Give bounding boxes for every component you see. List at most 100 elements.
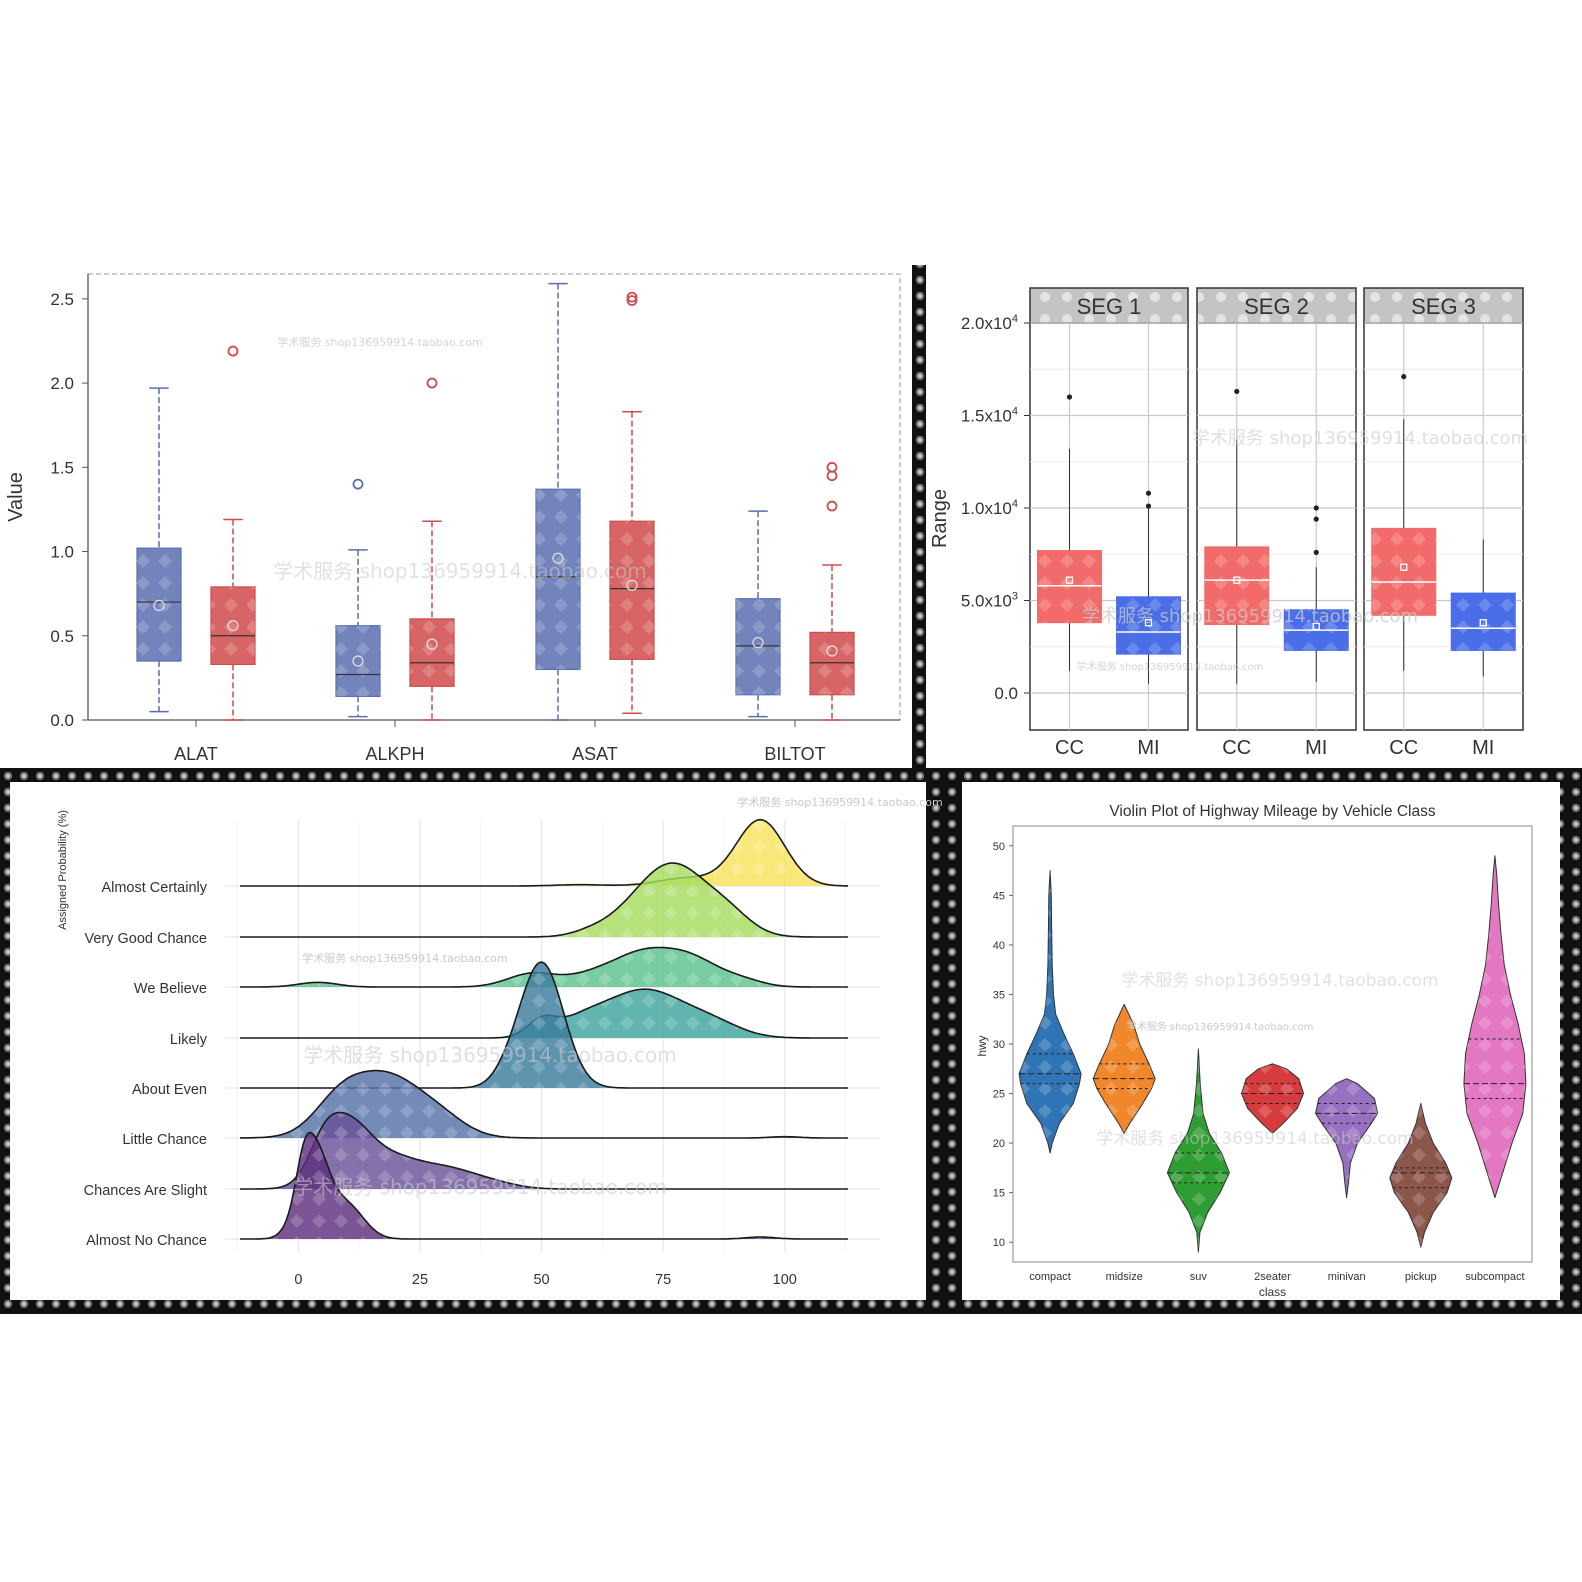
mean-marker	[1144, 619, 1153, 627]
chart-title: Violin Plot of Highway Mileage by Vehicl…	[1109, 803, 1435, 820]
ridge-label-almost-no-chance: Almost No Chance	[86, 1233, 207, 1249]
mean-marker	[1312, 622, 1320, 631]
ridgeline-panel: Almost Certainly Very Good Chance We Belie…	[12, 782, 943, 1300]
outlier-point	[826, 461, 838, 473]
y-tick-label: 5.0x103	[961, 591, 1018, 611]
strip-label: SEG 2	[1244, 294, 1309, 319]
x-tick-label: 50	[533, 1272, 549, 1288]
ridge-label-almost-certainly: Almost Certainly	[101, 880, 207, 896]
x-tick-label-cc: CC	[1389, 737, 1418, 759]
outlier-point	[227, 345, 239, 357]
mean-marker	[752, 636, 764, 649]
watermark-large: 学术服务 shop136959914.taobao.com	[1121, 971, 1438, 991]
violin-texture	[1315, 1078, 1378, 1198]
x-tick-label: 75	[655, 1272, 671, 1288]
watermark-large: 学术服务 shop136959914.taobao.com	[1192, 428, 1528, 449]
y-axis-label: hwy	[975, 1035, 989, 1056]
facet-frame	[1029, 322, 1189, 731]
ridge-texture	[240, 863, 848, 937]
mean-marker	[352, 655, 364, 667]
x-tick-label-cc: CC	[1222, 737, 1251, 759]
violin-texture	[1389, 1103, 1452, 1248]
y-tick-label: 0.0	[50, 711, 74, 730]
liver-boxplot-panel: 0.0 0.5 1.0 1.5 2.0 2.5 Value ALAT ALKPH ASAT BILT…	[5, 273, 901, 764]
ridge-texture	[240, 1070, 848, 1138]
violin-texture	[1167, 1049, 1230, 1253]
ridge-outline-chances-are-slight	[240, 1111, 848, 1190]
mean-marker	[826, 645, 838, 657]
y-axis-label: Assigned Probability (%)	[57, 810, 69, 930]
violin-texture	[1019, 870, 1082, 1153]
x-tick-label-2seater: 2seater	[1254, 1271, 1291, 1283]
watermark-large: 学术服务 shop136959914.taobao.com	[273, 559, 647, 583]
outlier-point	[626, 295, 638, 306]
ridge-outline-little-chance	[240, 1069, 848, 1139]
frame-band-middle	[0, 768, 1582, 782]
watermark-large: 学术服务 shop136959914.taobao.com	[303, 1043, 677, 1067]
x-tick-label: 0	[294, 1272, 302, 1288]
frame-band-bottom	[0, 1300, 1582, 1314]
watermark-small: 学术服务 shop136959914.taobao.com	[277, 335, 482, 349]
box-texture	[1037, 550, 1102, 623]
y-tick-label: 0.5	[50, 627, 74, 646]
y-tick-label: 15	[993, 1188, 1005, 1200]
y-tick-label: 2.0	[50, 374, 74, 393]
mean-marker	[552, 552, 564, 564]
frame-band-bottom-divider	[926, 780, 962, 1314]
x-tick-label-pickup: pickup	[1405, 1271, 1437, 1283]
outlier-point	[352, 478, 364, 490]
ridge-texture	[240, 1132, 848, 1239]
box-asat-s1-box-texture	[536, 489, 580, 670]
watermark-large: 学术服务 shop136959914.taobao.com	[293, 1175, 667, 1199]
strip-seg-1	[1029, 287, 1189, 325]
y-tick-label: 0.0	[994, 684, 1018, 703]
mean-marker	[1400, 563, 1408, 571]
ridge-texture	[240, 962, 848, 1088]
segment-boxplot-panel: 0.0 5.0x103 1.0x104 1.5x104 2.0x104 Range SEG …	[929, 287, 1528, 759]
outlier-point	[426, 377, 438, 389]
box-texture	[1204, 546, 1269, 625]
y-tick-label: 1.5x104	[961, 406, 1018, 426]
frame-band-left	[0, 780, 10, 1314]
ridge-outline-almost-no-chance	[240, 1131, 848, 1240]
box-alat-s1-box-texture	[137, 548, 181, 662]
x-tick-label-suv: suv	[1190, 1271, 1208, 1283]
ridge-label-likely: Likely	[170, 1032, 208, 1048]
violin-texture	[1241, 1063, 1304, 1134]
x-tick-label-cc: CC	[1055, 737, 1084, 759]
y-tick-label: 1.0x104	[961, 498, 1018, 518]
y-tick-exponent: 3	[1012, 591, 1018, 603]
x-tick-label: 25	[412, 1272, 428, 1288]
mean-marker	[1479, 619, 1487, 627]
violin-texture	[1463, 855, 1526, 1198]
outlier-point	[1066, 394, 1073, 400]
facet-frame	[1363, 322, 1524, 731]
outlier-point	[1145, 490, 1152, 496]
box-alkph-s1-box-texture	[336, 625, 380, 697]
strip-seg-2	[1196, 287, 1357, 325]
x-tick-label-minivan: minivan	[1328, 1271, 1366, 1283]
y-tick-label: 2.5	[50, 290, 74, 309]
plot-frame	[1012, 825, 1533, 1263]
box-biltot-s2-box-texture	[810, 632, 854, 695]
x-tick-label-biltot: BILTOT	[764, 744, 825, 764]
x-tick-label-mi: MI	[1305, 737, 1327, 759]
outlier-point	[826, 500, 838, 512]
box-alat-s2-box-texture	[211, 586, 255, 665]
outlier-point	[1313, 549, 1319, 556]
watermark-small: 学术服务 shop136959914.taobao.com	[737, 795, 942, 809]
y-axis-label: Range	[929, 489, 951, 548]
y-tick-label: 10	[993, 1237, 1005, 1249]
watermark-overlay: 学术服务 shop136959914.taobao.com	[1082, 606, 1418, 627]
ridge-texture	[240, 819, 848, 886]
y-tick-exponent: 4	[1012, 498, 1018, 510]
ridge-label-we-believe: We Believe	[134, 981, 207, 997]
ridge-texture	[240, 989, 848, 1038]
box-texture	[1371, 528, 1436, 616]
x-tick-label-mi: MI	[1472, 737, 1494, 759]
strip-label: SEG 1	[1077, 294, 1142, 319]
y-tick-exponent: 4	[1012, 406, 1018, 418]
y-tick-label: 35	[993, 989, 1005, 1001]
ridge-outline-almost-certainly	[240, 818, 848, 887]
